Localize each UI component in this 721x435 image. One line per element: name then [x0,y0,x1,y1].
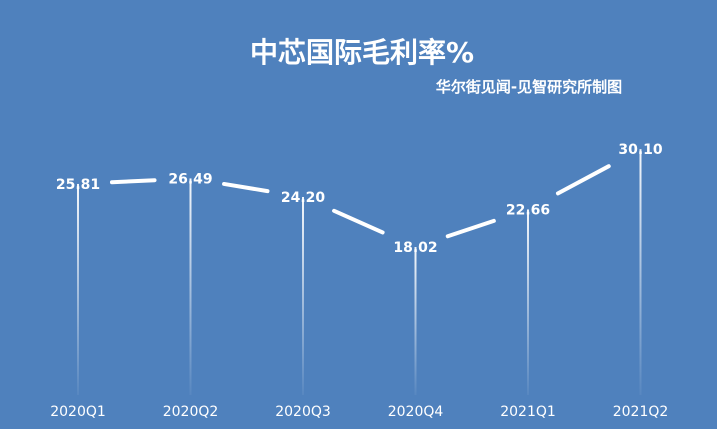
data-label-2020Q3: 24.20 [281,190,326,206]
x-tick-2020Q1: 2020Q1 [50,404,106,420]
line-segment-2020Q3-2020Q4 [332,208,385,235]
x-tick-2021Q1: 2021Q1 [500,404,556,420]
series-line [109,164,611,239]
drop-line-2020Q2 [189,178,192,395]
data-label-2020Q4: 18.02 [393,240,437,256]
drop-lines [77,149,642,395]
chart-title: 中芯国际毛利率% [250,36,474,69]
x-tick-2020Q2: 2020Q2 [163,404,219,420]
drop-line-2020Q1 [77,183,79,395]
drop-line-2020Q4 [414,247,417,395]
drop-line-2021Q1 [527,209,529,395]
drop-line-2020Q3 [302,196,304,395]
drop-line-2021Q2 [639,149,642,395]
x-tick-2020Q3: 2020Q3 [275,404,331,420]
x-tick-2020Q4: 2020Q4 [388,404,444,420]
line-segment-2020Q1-2020Q2 [109,178,157,185]
x-axis-tick-labels: 2020Q1 2020Q2 2020Q3 2020Q4 2021Q1 2021Q2 [50,404,668,420]
line-segment-2020Q2-2020Q3 [222,181,270,194]
line-segment-2020Q4-2021Q1 [445,218,496,239]
data-label-2021Q2: 30.10 [618,142,663,158]
chart-subtitle: 华尔街见闻-见智研究所制图 [436,78,622,96]
data-label-2020Q1: 25.81 [56,177,100,193]
data-label-2021Q1: 22.66 [506,202,550,218]
line-segment-2021Q1-2021Q2 [555,164,611,196]
data-label-2020Q2: 26.49 [168,171,212,187]
data-labels: 25.81 26.49 24.20 18.02 22.66 30.10 [56,142,663,256]
x-tick-2021Q2: 2021Q2 [613,404,669,420]
